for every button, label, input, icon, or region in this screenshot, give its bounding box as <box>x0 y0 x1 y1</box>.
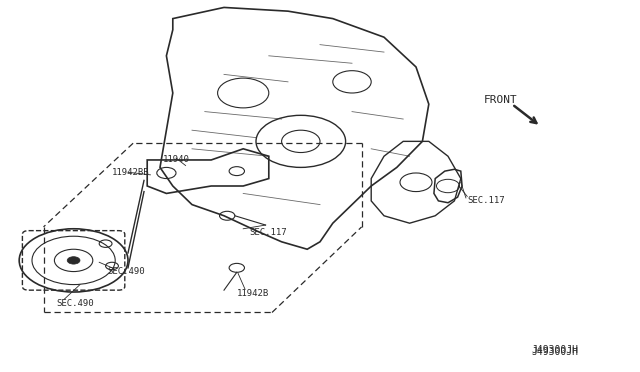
Text: J49300JH: J49300JH <box>531 347 578 356</box>
Text: 11942BB: 11942BB <box>112 169 150 177</box>
Text: SEC.490: SEC.490 <box>56 299 94 308</box>
Text: J49300JH: J49300JH <box>531 345 578 355</box>
Text: 11942B: 11942B <box>237 289 269 298</box>
Text: 11940: 11940 <box>163 155 190 164</box>
Text: SEC.117: SEC.117 <box>467 196 505 205</box>
Text: SEC.490: SEC.490 <box>108 267 145 276</box>
Text: FRONT: FRONT <box>484 96 518 105</box>
Text: SEC.117: SEC.117 <box>250 228 287 237</box>
Circle shape <box>67 257 80 264</box>
